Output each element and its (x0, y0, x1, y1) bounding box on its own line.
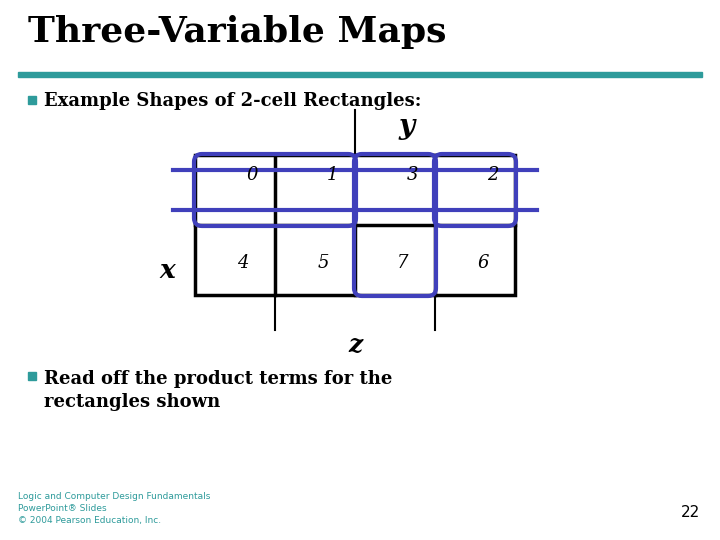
Bar (18, 72, 702, 77)
Text: y: y (399, 113, 415, 140)
Text: z: z (348, 333, 362, 357)
Text: 0: 0 (247, 166, 258, 184)
Text: 6: 6 (477, 254, 489, 273)
Text: 5: 5 (318, 254, 329, 273)
Text: 2: 2 (487, 166, 498, 184)
Text: Read off the product terms for the: Read off the product terms for the (44, 370, 392, 388)
Text: Logic and Computer Design Fundamentals
PowerPoint® Slides
© 2004 Pearson Educati: Logic and Computer Design Fundamentals P… (18, 492, 210, 524)
Text: rectangles shown: rectangles shown (44, 393, 220, 411)
Text: x: x (159, 258, 175, 283)
Bar (28, 96, 36, 104)
Bar (195, 155, 515, 295)
Text: 4: 4 (238, 254, 248, 273)
Text: Three-Variable Maps: Three-Variable Maps (28, 15, 446, 49)
Text: 22: 22 (680, 505, 700, 520)
Bar (28, 372, 36, 380)
Text: 7: 7 (397, 254, 409, 273)
Text: 1: 1 (327, 166, 338, 184)
Text: Example Shapes of 2-cell Rectangles:: Example Shapes of 2-cell Rectangles: (44, 92, 421, 110)
Text: 3: 3 (407, 166, 418, 184)
